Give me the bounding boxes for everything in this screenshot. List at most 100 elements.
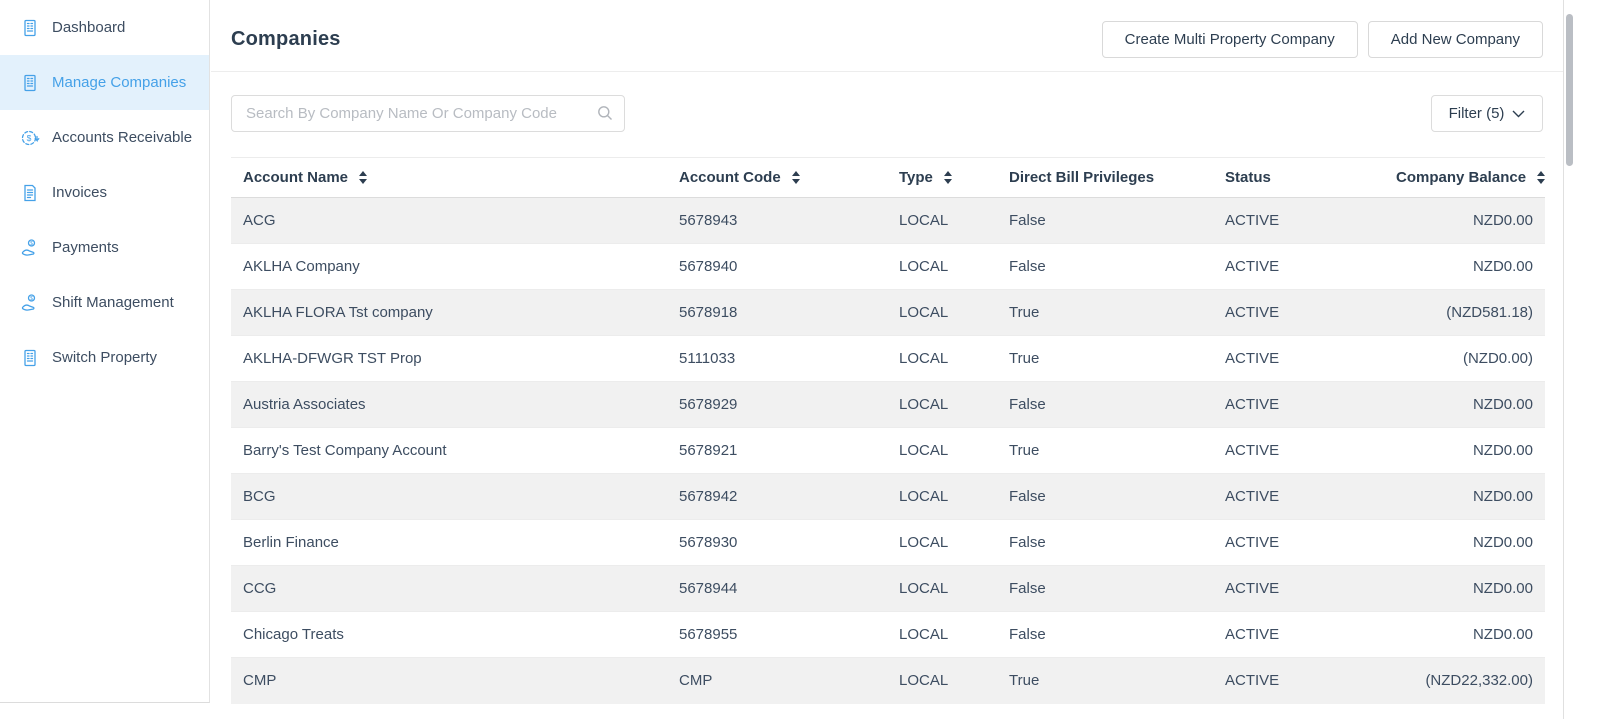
sidebar-item-invoices[interactable]: Invoices [0, 165, 209, 220]
table-row[interactable]: Barry's Test Company Account 5678921 LOC… [231, 427, 1545, 474]
column-header[interactable]: Company Balance [1384, 157, 1546, 198]
table-row[interactable]: CCG 5678944 LOCAL False ACTIVE NZD0.00 [231, 565, 1545, 612]
cell-account-code: 5678929 [667, 381, 887, 428]
scrollbar-thumb[interactable] [1566, 14, 1573, 166]
cell-company-balance: NZD0.00 [1384, 611, 1545, 658]
sidebar-item-payments[interactable]: $ Payments [0, 220, 209, 275]
column-header[interactable]: Type [887, 157, 997, 198]
sidebar-item-switch-property[interactable]: Switch Property [0, 330, 209, 385]
search-icon [598, 106, 612, 120]
cell-direct-bill-privileges: True [997, 427, 1213, 474]
cell-status: ACTIVE [1213, 611, 1384, 658]
dollar-refund-icon: $ [20, 128, 40, 148]
cell-status: ACTIVE [1213, 243, 1384, 290]
invoice-icon [20, 183, 40, 203]
sidebar-item-label: Shift Management [52, 294, 174, 311]
cell-direct-bill-privileges: False [997, 473, 1213, 520]
cell-account-name: Berlin Finance [231, 519, 667, 566]
table-row[interactable]: AKLHA FLORA Tst company 5678918 LOCAL Tr… [231, 289, 1545, 336]
building-icon [20, 73, 40, 93]
column-header[interactable]: Account Name [231, 157, 667, 198]
cell-type: LOCAL [887, 427, 997, 474]
cell-company-balance: NZD0.00 [1384, 197, 1545, 244]
table-header-row: Account Name Account Code Type Direct Bi… [231, 157, 1546, 198]
cell-direct-bill-privileges: True [997, 335, 1213, 382]
column-header[interactable]: Status [1213, 157, 1384, 198]
cell-company-balance: (NZD22,332.00) [1384, 657, 1545, 704]
cell-account-code: 5678955 [667, 611, 887, 658]
scrollbar-track[interactable] [1563, 0, 1564, 719]
cell-account-code: 5678918 [667, 289, 887, 336]
table-row[interactable]: AKLHA Company 5678940 LOCAL False ACTIVE… [231, 243, 1545, 290]
filter-label: Filter (5) [1448, 105, 1505, 122]
table-row[interactable]: ACG 5678943 LOCAL False ACTIVE NZD0.00 [231, 197, 1545, 244]
cell-account-name: AKLHA-DFWGR TST Prop [231, 335, 667, 382]
cell-account-code: 5678944 [667, 565, 887, 612]
cell-direct-bill-privileges: False [997, 519, 1213, 566]
sort-icon[interactable] [791, 171, 800, 184]
sidebar-item-manage-companies[interactable]: Manage Companies [0, 55, 209, 110]
column-header[interactable]: Direct Bill Privileges [997, 157, 1213, 198]
table-row[interactable]: BCG 5678942 LOCAL False ACTIVE NZD0.00 [231, 473, 1545, 520]
cell-direct-bill-privileges: True [997, 657, 1213, 704]
sidebar-item-label: Invoices [52, 184, 108, 201]
sort-icon[interactable] [1537, 171, 1546, 184]
cell-direct-bill-privileges: False [997, 197, 1213, 244]
cell-type: LOCAL [887, 611, 997, 658]
cell-company-balance: NZD0.00 [1384, 243, 1545, 290]
sidebar-item-label: Dashboard [52, 19, 126, 36]
building-icon [20, 18, 40, 38]
cell-type: LOCAL [887, 243, 997, 290]
cell-status: ACTIVE [1213, 381, 1384, 428]
hand-coin-icon: $ [20, 293, 40, 313]
cell-type: LOCAL [887, 289, 997, 336]
table-row[interactable]: AKLHA-DFWGR TST Prop 5111033 LOCAL True … [231, 335, 1545, 382]
page-header: Companies Create Multi Property Company … [211, 0, 1563, 72]
cell-type: LOCAL [887, 565, 997, 612]
companies-table: Account Name Account Code Type Direct Bi… [231, 157, 1546, 704]
cell-company-balance: NZD0.00 [1384, 519, 1545, 566]
sort-icon[interactable] [943, 171, 952, 184]
table-body: ACG 5678943 LOCAL False ACTIVE NZD0.00 A… [231, 197, 1545, 704]
search-input[interactable] [231, 95, 625, 132]
cell-account-name: Barry's Test Company Account [231, 427, 667, 474]
cell-account-code: 5111033 [667, 335, 887, 382]
cell-account-name: AKLHA Company [231, 243, 667, 290]
add-new-company-button[interactable]: Add New Company [1367, 21, 1543, 58]
table-row[interactable]: CMP CMP LOCAL True ACTIVE (NZD22,332.00) [231, 657, 1545, 704]
header-buttons: Create Multi Property Company Add New Co… [1101, 21, 1543, 58]
cell-direct-bill-privileges: False [997, 243, 1213, 290]
cell-direct-bill-privileges: False [997, 565, 1213, 612]
main-content: Companies Create Multi Property Company … [211, 0, 1563, 719]
column-header[interactable]: Account Code [667, 157, 887, 198]
cell-type: LOCAL [887, 473, 997, 520]
cell-type: LOCAL [887, 657, 997, 704]
svg-text:$: $ [30, 241, 33, 247]
cell-account-name: CMP [231, 657, 667, 704]
cell-status: ACTIVE [1213, 473, 1384, 520]
sidebar-item-shift-management[interactable]: $ Shift Management [0, 275, 209, 330]
table-row[interactable]: Chicago Treats 5678955 LOCAL False ACTIV… [231, 611, 1545, 658]
page-title: Companies [231, 28, 341, 50]
filter-dropdown[interactable]: Filter (5) [1431, 95, 1543, 132]
cell-account-code: 5678940 [667, 243, 887, 290]
table-row[interactable]: Berlin Finance 5678930 LOCAL False ACTIV… [231, 519, 1545, 566]
cell-type: LOCAL [887, 335, 997, 382]
search-box [231, 95, 625, 132]
sidebar-item-label: Payments [52, 239, 119, 256]
cell-type: LOCAL [887, 381, 997, 428]
cell-account-name: CCG [231, 565, 667, 612]
create-multi-property-company-button[interactable]: Create Multi Property Company [1101, 21, 1358, 58]
cell-status: ACTIVE [1213, 565, 1384, 612]
cell-status: ACTIVE [1213, 657, 1384, 704]
sort-icon[interactable] [359, 171, 368, 184]
cell-account-name: AKLHA FLORA Tst company [231, 289, 667, 336]
cell-account-code: CMP [667, 657, 887, 704]
sidebar-item-accounts-receivable[interactable]: $ Accounts Receivable [0, 110, 209, 165]
sidebar-item-dashboard[interactable]: Dashboard [0, 0, 209, 55]
cell-account-code: 5678943 [667, 197, 887, 244]
cell-status: ACTIVE [1213, 197, 1384, 244]
sidebar-item-label: Switch Property [52, 349, 158, 366]
cell-account-code: 5678930 [667, 519, 887, 566]
table-row[interactable]: Austria Associates 5678929 LOCAL False A… [231, 381, 1545, 428]
